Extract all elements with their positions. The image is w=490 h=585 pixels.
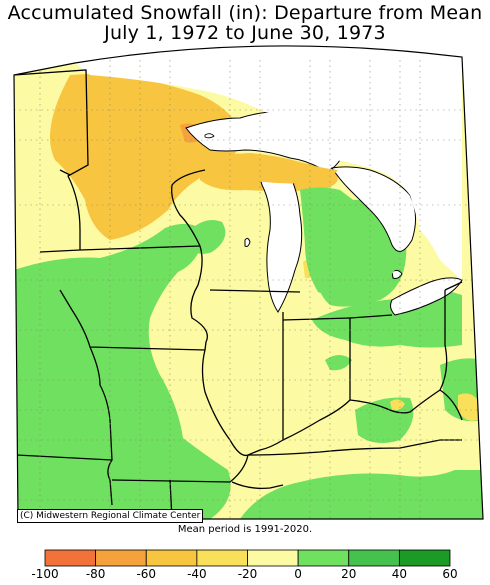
credit-label: (C) Midwestern Regional Climate Center xyxy=(17,509,204,523)
legend-swatch xyxy=(348,549,400,567)
lower-michigan-land xyxy=(300,187,395,296)
legend-tick-label: -20 xyxy=(237,567,258,581)
above-normal-region-west xyxy=(14,223,231,519)
legend-swatch xyxy=(398,549,451,567)
map-shading xyxy=(14,45,483,520)
map-title-line1: Accumulated Snowfall (in): Departure fro… xyxy=(7,2,483,24)
lake-huron xyxy=(331,166,416,252)
legend-tick-label: -80 xyxy=(85,567,106,581)
lake-superior-islands xyxy=(204,133,215,139)
map-title-line2: July 1, 1972 to June 30, 1973 xyxy=(104,22,386,44)
mean-period-note: Mean period is 1991-2020. xyxy=(177,524,313,535)
legend-swatch xyxy=(145,549,198,567)
upper-michigan-land xyxy=(205,152,338,184)
map-frame xyxy=(13,45,484,520)
canada-land xyxy=(75,45,462,281)
lake-st-clair xyxy=(391,269,403,279)
state-boundaries xyxy=(14,69,463,520)
color-legend xyxy=(44,549,451,567)
legend-swatch xyxy=(196,549,248,567)
above-normal-region-south xyxy=(240,470,483,519)
legend-swatch xyxy=(297,549,350,567)
legend-tick-label: 0 xyxy=(294,567,302,581)
above-normal-region-indiana xyxy=(325,355,352,371)
lake-erie xyxy=(390,277,463,316)
lake-winnebago xyxy=(244,237,251,247)
above-normal-region-wisconsin xyxy=(188,219,226,254)
legend-tick-label: 40 xyxy=(391,567,408,581)
legend-swatch xyxy=(95,549,147,567)
legend-tick-label: -60 xyxy=(136,567,157,581)
below-normal-region-minnesota xyxy=(50,74,245,241)
below-normal-light-region-3 xyxy=(390,399,405,411)
below-normal-light-region-2 xyxy=(458,393,478,421)
legend-tick-label: 60 xyxy=(442,567,458,581)
legend-tick-label: -40 xyxy=(187,567,207,581)
legend-tick-label: 20 xyxy=(341,567,357,581)
legend-tick-label: -100 xyxy=(31,567,59,581)
legend-swatch xyxy=(44,549,97,567)
legend-swatch xyxy=(247,549,299,567)
